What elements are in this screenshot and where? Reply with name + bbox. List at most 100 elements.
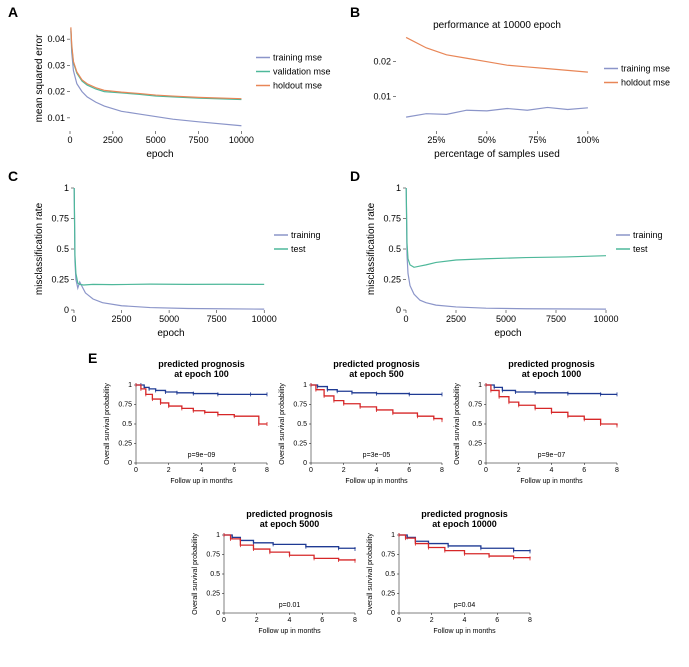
- svg-text:p=0.04: p=0.04: [453, 602, 475, 609]
- svg-text:0.25: 0.25: [381, 591, 395, 598]
- svg-text:0: 0: [216, 610, 220, 617]
- svg-text:0.5: 0.5: [388, 244, 401, 254]
- svg-text:0: 0: [403, 314, 408, 324]
- svg-text:misclassification rate: misclassification rate: [366, 202, 377, 295]
- svg-text:test: test: [633, 244, 648, 254]
- svg-text:Overall survival probability: Overall survival probability: [192, 533, 199, 615]
- svg-text:2: 2: [254, 617, 258, 624]
- svg-text:6: 6: [495, 617, 499, 624]
- km-plot: predicted prognosisat epoch 10000246800.…: [450, 357, 625, 487]
- svg-text:1: 1: [64, 183, 69, 193]
- svg-text:predicted prognosis: predicted prognosis: [421, 509, 508, 519]
- figure-container: A 0250050007500100000.010.020.030.04epoc…: [0, 0, 689, 667]
- svg-text:Overall survival probability: Overall survival probability: [367, 533, 374, 615]
- svg-text:misclassification rate: misclassification rate: [34, 202, 45, 295]
- svg-text:2: 2: [429, 617, 433, 624]
- svg-text:p=0.01: p=0.01: [278, 602, 300, 609]
- svg-text:Follow up in months: Follow up in months: [170, 478, 233, 485]
- svg-text:0.5: 0.5: [122, 421, 132, 428]
- svg-text:0: 0: [64, 305, 69, 315]
- svg-text:0: 0: [396, 305, 401, 315]
- svg-text:predicted prognosis: predicted prognosis: [246, 509, 333, 519]
- svg-text:test: test: [291, 244, 306, 254]
- svg-text:0: 0: [309, 467, 313, 474]
- panel-d: 02500500075001000000.250.50.751epochmisc…: [362, 178, 682, 338]
- svg-text:0.25: 0.25: [118, 441, 132, 448]
- svg-text:4: 4: [462, 617, 466, 624]
- svg-text:0.01: 0.01: [47, 113, 65, 123]
- svg-text:0.5: 0.5: [472, 421, 482, 428]
- svg-text:0.04: 0.04: [47, 34, 65, 44]
- panel-c: 02500500075001000000.250.50.751epochmisc…: [30, 178, 340, 338]
- svg-text:0.25: 0.25: [51, 275, 69, 285]
- svg-text:mean squared error: mean squared error: [34, 34, 45, 122]
- svg-text:1: 1: [396, 183, 401, 193]
- panel-a: 0250050007500100000.010.020.030.04epochm…: [30, 14, 340, 159]
- svg-text:0: 0: [391, 610, 395, 617]
- svg-text:performance at 10000 epoch: performance at 10000 epoch: [433, 20, 561, 31]
- svg-text:epoch: epoch: [494, 328, 521, 339]
- svg-text:8: 8: [353, 617, 357, 624]
- svg-text:training mse: training mse: [273, 53, 322, 63]
- svg-text:validation mse: validation mse: [273, 67, 331, 77]
- km-plot: predicted prognosisat epoch 50000246800.…: [188, 507, 363, 637]
- panel-b: performance at 10000 epoch25%50%75%100%0…: [362, 14, 682, 159]
- svg-text:1: 1: [128, 382, 132, 389]
- svg-text:0.75: 0.75: [383, 214, 401, 224]
- svg-text:0: 0: [222, 617, 226, 624]
- svg-text:0.02: 0.02: [47, 87, 65, 97]
- svg-text:0.25: 0.25: [293, 441, 307, 448]
- svg-text:2500: 2500: [112, 314, 132, 324]
- svg-text:epoch: epoch: [157, 328, 184, 339]
- panel-e: predicted prognosis at epoch 100 0 2 4 6 8 0 0.2…: [100, 357, 660, 657]
- svg-text:Follow up in months: Follow up in months: [258, 628, 321, 635]
- km-plot: predicted prognosisat epoch 5000246800.2…: [275, 357, 450, 487]
- svg-text:25%: 25%: [427, 135, 445, 145]
- km-plot: predicted prognosisat epoch 1000246800.2…: [100, 357, 275, 487]
- svg-text:1: 1: [303, 382, 307, 389]
- svg-text:2: 2: [167, 467, 171, 474]
- svg-text:8: 8: [440, 467, 444, 474]
- svg-text:75%: 75%: [528, 135, 546, 145]
- svg-text:Overall survival probability: Overall survival probability: [279, 383, 286, 465]
- svg-text:4: 4: [375, 467, 379, 474]
- svg-text:Follow up in months: Follow up in months: [433, 628, 496, 635]
- svg-text:at epoch 500: at epoch 500: [349, 369, 404, 379]
- svg-text:Overall survival probability: Overall survival probability: [104, 383, 111, 465]
- svg-text:0.25: 0.25: [383, 275, 401, 285]
- svg-text:percentage of samples used: percentage of samples used: [434, 149, 560, 160]
- svg-text:1: 1: [216, 532, 220, 539]
- svg-text:0.75: 0.75: [381, 552, 395, 559]
- svg-text:predicted prognosis: predicted prognosis: [333, 359, 420, 369]
- svg-text:6: 6: [582, 467, 586, 474]
- svg-text:training: training: [633, 230, 663, 240]
- panel-b-label: B: [350, 4, 360, 20]
- svg-text:0: 0: [134, 467, 138, 474]
- panel-d-label: D: [350, 168, 360, 184]
- svg-text:0.75: 0.75: [118, 402, 132, 409]
- svg-text:0.75: 0.75: [206, 552, 220, 559]
- svg-text:at epoch 100: at epoch 100: [174, 369, 229, 379]
- svg-text:0: 0: [67, 135, 72, 145]
- svg-text:0.03: 0.03: [47, 60, 65, 70]
- svg-text:predicted prognosis: predicted prognosis: [508, 359, 595, 369]
- svg-text:1: 1: [391, 532, 395, 539]
- svg-text:10000: 10000: [593, 314, 618, 324]
- svg-text:8: 8: [265, 467, 269, 474]
- panel-a-label: A: [8, 4, 18, 20]
- svg-text:p=9e−09: p=9e−09: [188, 452, 216, 459]
- svg-text:6: 6: [232, 467, 236, 474]
- svg-text:0.75: 0.75: [468, 402, 482, 409]
- svg-text:7500: 7500: [546, 314, 566, 324]
- svg-text:p=3e−05: p=3e−05: [363, 452, 391, 459]
- svg-text:training mse: training mse: [621, 64, 670, 74]
- svg-text:0.25: 0.25: [206, 591, 220, 598]
- svg-text:0.25: 0.25: [468, 441, 482, 448]
- svg-text:0.5: 0.5: [297, 421, 307, 428]
- svg-text:0: 0: [484, 467, 488, 474]
- svg-text:10000: 10000: [252, 314, 277, 324]
- svg-text:Overall survival probability: Overall survival probability: [454, 383, 461, 465]
- svg-text:training: training: [291, 230, 321, 240]
- svg-text:holdout mse: holdout mse: [621, 78, 670, 88]
- svg-text:0.5: 0.5: [385, 571, 395, 578]
